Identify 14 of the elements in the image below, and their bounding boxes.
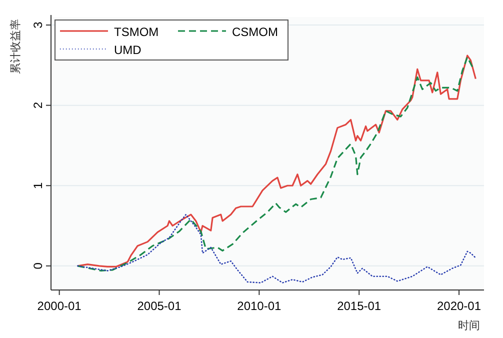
y-tick-label: 0 — [31, 262, 45, 270]
legend-label: CSMOM — [232, 25, 278, 39]
x-tick-label: 2005-01 — [137, 299, 182, 313]
x-tick-label: 2010-01 — [237, 299, 282, 313]
y-tick-label: 2 — [31, 102, 45, 109]
x-axis-title: 时间 — [458, 319, 480, 332]
legend-label: UMD — [114, 43, 142, 57]
y-tick-label: 1 — [31, 182, 45, 189]
legend-label: TSMOM — [114, 25, 159, 39]
y-tick-label: 3 — [31, 21, 45, 28]
x-tick-label: 2000-01 — [37, 299, 82, 313]
x-tick-label: 2020-01 — [436, 299, 482, 313]
y-axis-title: 累计收益率 — [9, 19, 22, 74]
x-tick-label: 2015-01 — [337, 299, 382, 313]
